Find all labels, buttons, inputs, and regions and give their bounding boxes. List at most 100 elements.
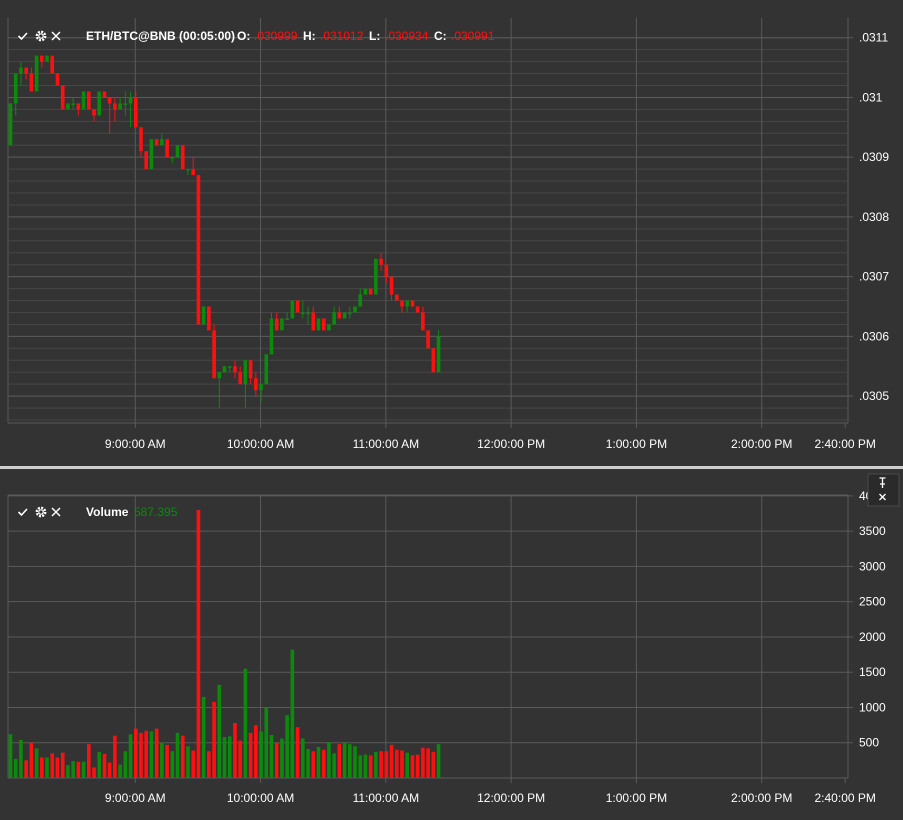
volume-title: Volume — [86, 505, 129, 519]
volume-y-tick-label: 3500 — [859, 524, 886, 538]
volume-y-tick-label: 2500 — [859, 595, 886, 609]
volume-x-tick-label: 9:00:00 AM — [105, 791, 166, 805]
volume-x-tick-label: 11:00:00 AM — [353, 791, 420, 805]
candle-down — [92, 109, 96, 116]
candle-down — [139, 127, 143, 152]
volume-bar-up — [280, 738, 284, 778]
candle-down — [400, 300, 404, 307]
volume-y-tick-label: 1000 — [859, 700, 886, 714]
volume-bar-down — [233, 722, 237, 778]
volume-x-tick-label: 12:00:00 PM — [477, 791, 545, 805]
volume-bar-down — [60, 752, 65, 778]
candle-down — [394, 294, 399, 301]
volume-bar-up — [405, 752, 410, 778]
candle-down — [421, 312, 425, 331]
candle-down — [431, 348, 436, 373]
candle-up — [13, 73, 18, 104]
candle-down — [233, 366, 237, 373]
volume-bar-down — [321, 749, 326, 778]
volume-bar-up — [71, 761, 75, 778]
volume-bar-up — [128, 734, 133, 778]
close-icon[interactable] — [51, 507, 61, 517]
volume-x-tick-label: 1:00:00 PM — [606, 791, 667, 805]
volume-bar-up — [342, 742, 347, 778]
candle-down — [379, 258, 383, 265]
price-y-tick-label: .0308 — [859, 210, 889, 224]
candle-up — [97, 91, 102, 116]
low-label: L: — [369, 29, 380, 43]
candle-down — [50, 55, 55, 74]
volume-bar-up — [306, 749, 310, 778]
volume-bar-down — [76, 761, 81, 778]
open-value: .030999 — [254, 29, 298, 43]
candle-up — [222, 366, 227, 373]
volume-bar-down — [274, 742, 279, 778]
close-icon[interactable] — [51, 31, 61, 41]
volume-bar-down — [337, 744, 342, 778]
low-value: .030934 — [385, 29, 429, 43]
volume-bar-up — [259, 731, 263, 778]
price-x-tick-label: 11:00:00 AM — [353, 437, 420, 451]
volume-y-tick-label: 1500 — [859, 665, 886, 679]
volume-bars — [8, 510, 441, 778]
candle-up — [316, 318, 321, 331]
candle-down — [196, 175, 201, 325]
volume-bar-up — [227, 736, 232, 778]
candle-down — [295, 300, 300, 313]
candle-down — [248, 360, 253, 379]
candle-up — [280, 318, 284, 331]
gear-icon[interactable] — [35, 506, 47, 518]
volume-bar-down — [254, 725, 258, 778]
volume-bar-down — [389, 744, 394, 778]
check-icon[interactable] — [16, 505, 30, 519]
volume-bar-down — [421, 747, 425, 778]
volume-bar-down — [92, 767, 96, 778]
volume-bar-down — [133, 728, 138, 778]
volume-bar-down — [379, 751, 383, 778]
volume-bar-down — [410, 755, 415, 778]
price-x-tick-label: 10:00:00 AM — [227, 437, 294, 451]
candle-up — [306, 312, 310, 314]
price-pane-header: ETH/BTC@BNB (00:05:00) O: .030999 H: .03… — [16, 29, 495, 43]
close-value: .030991 — [451, 29, 495, 43]
volume-bar-up — [45, 757, 49, 778]
volume-bar-down — [394, 749, 399, 778]
pin-icon[interactable] — [879, 477, 886, 488]
pane-controls-box — [867, 473, 900, 507]
price-x-axis: 9:00:00 AM 10:00:00 AM 11:00:00 AM 12:00:00… — [105, 423, 876, 451]
candle-down — [154, 139, 159, 146]
price-y-tick-label: .0306 — [859, 329, 889, 343]
volume-bar-down — [196, 510, 201, 778]
price-x-tick-label: 1:00:00 PM — [606, 437, 667, 451]
candle-up — [358, 294, 363, 307]
candle-up — [118, 103, 122, 110]
volume-bar-up — [269, 734, 274, 778]
pane-splitter[interactable] — [0, 466, 903, 469]
candle-up — [81, 91, 86, 110]
candle-up — [149, 139, 154, 170]
volume-bar-up — [358, 755, 363, 778]
candle-up — [71, 103, 75, 105]
volume-bar-down — [154, 728, 159, 778]
candle-down — [24, 67, 28, 74]
high-label: H: — [303, 29, 316, 43]
volume-bar-down — [295, 727, 300, 778]
candle-down — [389, 276, 394, 295]
volume-bar-down — [238, 740, 242, 778]
open-label: O: — [237, 29, 250, 43]
close-icon[interactable] — [879, 493, 886, 501]
volume-bar-up — [118, 764, 122, 778]
volume-x-axis: 9:00:00 AM 10:00:00 AM 11:00:00 AM 12:00:00… — [105, 778, 876, 805]
volume-bar-down — [248, 732, 253, 778]
volume-bar-up — [13, 758, 18, 778]
volume-bar-up — [97, 751, 102, 778]
volume-x-tick-label: 10:00:00 AM — [227, 791, 294, 805]
candle-up — [269, 318, 274, 355]
volume-bar-up — [123, 751, 128, 778]
gear-icon[interactable] — [35, 30, 47, 42]
candle-down — [321, 318, 326, 331]
volume-bar-up — [374, 751, 378, 778]
check-icon[interactable] — [16, 29, 30, 43]
volume-bar-down — [102, 754, 107, 778]
